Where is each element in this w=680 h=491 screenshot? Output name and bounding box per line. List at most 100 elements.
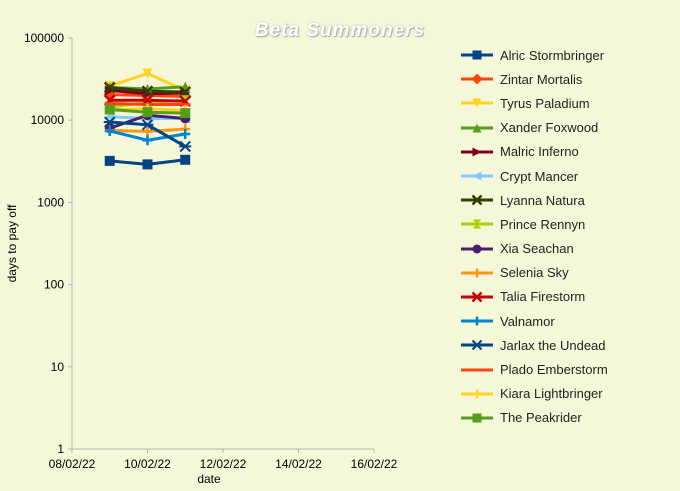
legend-item: Xander Foxwood [460, 116, 608, 140]
legend-item: Talia Firestorm [460, 285, 608, 309]
data-point [472, 413, 482, 423]
data-point [472, 244, 482, 254]
legend-item: Zintar Mortalis [460, 67, 608, 91]
legend-swatch [461, 98, 493, 108]
legend-swatch [461, 123, 493, 133]
legend-swatch [461, 219, 493, 229]
legend-swatch [461, 194, 493, 206]
y-tick-label: 10000 [31, 113, 65, 127]
legend-swatch [461, 291, 493, 303]
legend-item: Prince Rennyn [460, 212, 608, 236]
legend-label: Jarlax the Undead [500, 337, 606, 353]
x-axis-label: date [197, 472, 221, 486]
legend-swatch [461, 316, 493, 326]
data-point [104, 155, 115, 166]
legend-swatch [461, 171, 493, 181]
legend-label: Tyrus Paladium [500, 95, 590, 111]
data-point [472, 171, 482, 181]
legend-swatch [461, 413, 493, 423]
legend-swatch [461, 50, 493, 60]
data-point [472, 147, 482, 157]
legend-label: Xia Seachan [500, 241, 574, 257]
data-point [472, 389, 482, 399]
legend-label: Xander Foxwood [500, 120, 599, 136]
x-tick-label: 14/02/22 [275, 457, 322, 471]
data-point [141, 119, 154, 131]
data-point [142, 159, 153, 170]
data-point [471, 73, 483, 85]
data-point [471, 291, 483, 303]
x-tick-label: 16/02/22 [351, 457, 398, 471]
legend-item: Xia Seachan [460, 237, 608, 261]
legend-swatch [461, 268, 493, 278]
y-tick-label: 10 [51, 360, 65, 374]
y-tick-label: 100 [44, 278, 64, 292]
data-point [142, 135, 153, 146]
data-point [104, 85, 115, 96]
chart-axes: 1 10 100 1000 10000 100000 08/02/22 10/02/22 12/… [5, 31, 398, 486]
data-point [142, 126, 153, 137]
legend-swatch [461, 389, 493, 399]
legend-label: Valnamor [500, 313, 555, 329]
legend-item: Valnamor [460, 309, 608, 333]
legend-swatch [461, 244, 493, 254]
data-point [472, 123, 482, 133]
chart-title: Beta Summoners [254, 20, 426, 41]
data-point [472, 219, 482, 229]
x-tick-label: 08/02/22 [49, 457, 96, 471]
x-tick-label: 12/02/22 [200, 457, 247, 471]
legend-item: Kiara Lightbringer [460, 382, 608, 406]
legend-label: The Peakrider [500, 410, 582, 426]
data-point [180, 103, 191, 107]
legend-item: Lyanna Natura [460, 188, 608, 212]
data-point [472, 268, 482, 278]
data-point [103, 116, 116, 128]
data-point [142, 68, 153, 79]
legend-swatch [461, 340, 493, 351]
y-axis-label: days to pay off [5, 204, 19, 282]
legend-item: Selenia Sky [460, 261, 608, 285]
legend-item: Plado Emberstorm [460, 357, 608, 381]
data-point [180, 154, 191, 165]
legend-label: Zintar Mortalis [500, 71, 583, 87]
legend-label: Talia Firestorm [500, 289, 586, 305]
legend-item: The Peakrider [460, 406, 608, 430]
data-point [141, 85, 154, 98]
data-point [472, 98, 482, 108]
y-tick-label: 1 [57, 442, 64, 456]
legend-item: Alric Stormbringer [460, 43, 608, 67]
data-point [179, 140, 192, 153]
legend-label: Malric Inferno [500, 144, 579, 160]
legend-label: Selenia Sky [500, 265, 569, 281]
data-point [472, 368, 482, 372]
legend-swatch [461, 368, 493, 372]
data-point [104, 101, 115, 105]
data-point [472, 50, 482, 60]
data-point [103, 81, 116, 94]
series-markers [103, 68, 192, 170]
data-point [104, 125, 115, 136]
data-point [180, 128, 191, 139]
legend-label: Plado Emberstorm [500, 362, 608, 378]
legend-swatch [461, 147, 493, 157]
legend-label: Crypt Mancer [500, 168, 579, 184]
data-point [471, 194, 483, 206]
legend-swatch [461, 73, 493, 85]
chart-legend: Alric Stormbringer Zintar Mortalis Tyrus P… [460, 43, 608, 430]
legend-label: Prince Rennyn [500, 216, 586, 232]
legend-item: Jarlax the Undead [460, 333, 608, 357]
legend-item: Crypt Mancer [460, 164, 608, 188]
data-point [180, 108, 191, 119]
y-tick-label: 100000 [24, 31, 64, 45]
legend-item: Malric Inferno [460, 140, 608, 164]
data-point [104, 104, 115, 115]
data-point [471, 340, 483, 351]
legend-label: Kiara Lightbringer [500, 386, 603, 402]
data-point [142, 107, 153, 118]
legend-label: Lyanna Natura [500, 192, 585, 208]
y-tick-label: 1000 [37, 195, 64, 209]
legend-label: Alric Stormbringer [500, 47, 605, 63]
legend-item: Tyrus Paladium [460, 91, 608, 115]
data-point [472, 316, 482, 326]
